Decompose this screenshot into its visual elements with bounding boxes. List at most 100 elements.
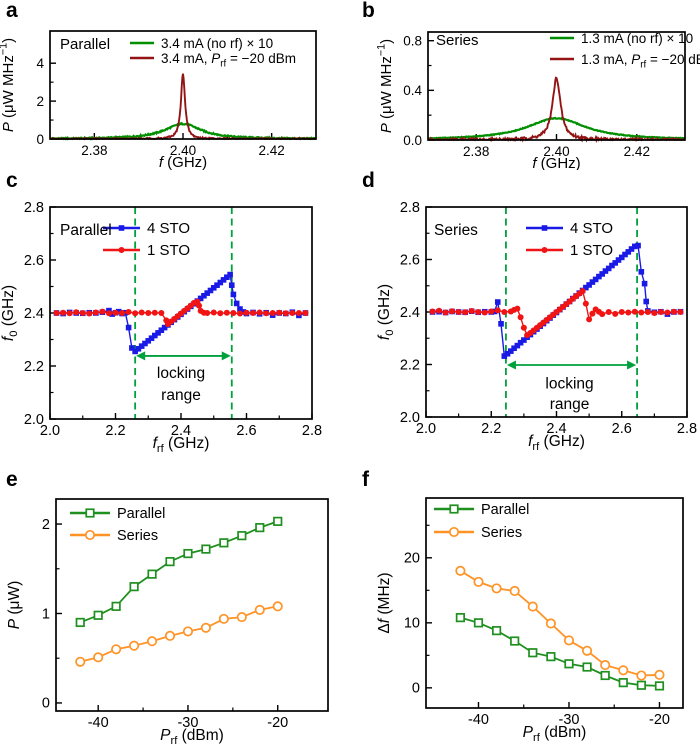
y-axis-label: Δf (MHz) [376, 572, 393, 633]
legend-label: 3.4 mA (no rf) × 10 [161, 36, 273, 51]
legend-label: 1.3 mA, Prf = −20 dBm [581, 52, 700, 70]
panel-f-chart: -40 -30 -20 0 10 20 Parallel Series Prf (dBm) Δf … [376, 497, 684, 744]
x-axis-label: f (GHz) [159, 154, 207, 170]
x-tick-label: -30 [558, 712, 579, 728]
y-tick-label: 2 [36, 94, 44, 109]
x-tick-label: -40 [468, 712, 489, 728]
x-axis-label: Prf (dBm) [523, 724, 587, 744]
y-tick-label: 2.8 [400, 200, 420, 216]
y-axis-label: f0 (GHz) [376, 284, 396, 340]
x-tick-label: -20 [267, 715, 288, 731]
y-tick-label: 1 [42, 606, 50, 622]
y-tick-label: 2.6 [24, 253, 44, 269]
x-tick-label: 2.38 [463, 144, 489, 159]
panel-f-plot: -40 -30 -20 0 10 20 Parallel Series Prf (dBm) Δf … [376, 497, 684, 744]
y-tick-label: 0 [412, 681, 420, 697]
locking-range-label: range [161, 387, 201, 404]
x-axis-label: frf (GHz) [528, 433, 585, 453]
panel-d-chart: 2.0 2.2 2.4 2.6 2.8 2.0 2.2 2.4 2.6 2.8 locking ran… [376, 200, 697, 453]
locking-range-label: range [550, 396, 590, 413]
y-tick-label: 2.6 [400, 252, 420, 268]
y-tick-label: 10 [404, 616, 420, 632]
axes-frame [49, 30, 317, 140]
y-tick-label: 4 [36, 56, 44, 71]
x-tick-label: 2.0 [416, 421, 436, 437]
panel-letter-d: d [362, 169, 375, 192]
y-tick-label: 0.4 [403, 83, 422, 98]
series-line [432, 244, 681, 358]
x-tick-label: 2.0 [40, 423, 60, 439]
panel-letter-c: c [6, 169, 18, 192]
series-line [50, 73, 316, 141]
y-tick-label: 2.0 [24, 412, 44, 428]
x-tick-label: -20 [649, 712, 670, 728]
panel-d: 2.0 2.2 2.4 2.6 2.8 2.0 2.2 2.4 2.6 2.8 locking ran… [350, 170, 700, 460]
locking-range-label: locking [157, 365, 205, 382]
legend-label: Series [481, 525, 522, 541]
y-axis-label: P (μW MHz−1) [376, 39, 395, 133]
x-axis-label: f (GHz) [532, 155, 580, 170]
panel-b-chart: 2.38 2.40 2.42 0.0 0.4 0.8 1.3 mA (no rf) × 10… [376, 31, 700, 170]
series-markers [53, 298, 309, 328]
panel-letter-b: b [362, 0, 375, 22]
panel-c-chart: 2.0 2.2 2.4 2.6 2.8 2.0 2.2 2.4 2.6 2.8 locking ran… [0, 200, 322, 455]
series-markers [75, 601, 283, 667]
panel-e-plot: -40 -30 -20 0 1 2 Parallel Series Prf (dBm) P (μW… [6, 498, 329, 747]
legend-label: Parallel [117, 506, 165, 522]
panel-annotation: Series [436, 32, 479, 49]
panel-letter-a: a [6, 0, 18, 22]
panel-c: 2.0 2.2 2.4 2.6 2.8 2.0 2.2 2.4 2.6 2.8 locking ran… [0, 170, 350, 460]
y-tick-label: 0 [36, 132, 44, 147]
series-markers [429, 288, 684, 339]
y-axis-label: P (μW MHz−1) [0, 38, 17, 132]
panel-a: 2.38 2.40 2.42 0 2 4 3.4 mA (no rf) × 10 3.4 mA… [0, 0, 350, 170]
panel-annotation: Parallel [60, 222, 112, 239]
legend-label: 3.4 mA, Prf = −20 dBm [161, 51, 296, 69]
x-tick-label: 2.4 [171, 423, 191, 439]
y-tick-label: 2.0 [400, 410, 420, 426]
panel-e: -40 -30 -20 0 1 2 Parallel Series Prf (dBm) P (μW… [0, 460, 350, 751]
panel-letter-e: e [6, 468, 18, 491]
x-axis-label: Prf (dBm) [160, 727, 224, 747]
x-tick-label: -40 [88, 715, 109, 731]
panel-f: -40 -30 -20 0 10 20 Parallel Series Prf (dBm) Δf … [350, 460, 700, 751]
series-line [79, 605, 278, 663]
panel-b-plot: 2.38 2.40 2.42 0.0 0.4 0.8 1.3 mA (no rf) × 10… [376, 31, 700, 170]
x-tick-label: 2.40 [543, 144, 569, 159]
legend-label: Parallel [481, 502, 529, 518]
y-tick-label: 2.2 [24, 359, 44, 375]
y-tick-label: 20 [404, 551, 420, 567]
series-line [79, 520, 278, 624]
panel-letter-f: f [362, 468, 369, 491]
series-markers [75, 516, 283, 628]
x-tick-label: 2.8 [302, 423, 322, 439]
panel-c-plot: 2.0 2.2 2.4 2.6 2.8 2.0 2.2 2.4 2.6 2.8 locking ran… [0, 200, 322, 455]
x-tick-label: 2.38 [81, 143, 107, 158]
y-axis-label: P (μW) [6, 581, 23, 630]
legend-label: 1 STO [570, 242, 613, 259]
panel-e-chart: -40 -30 -20 0 1 2 Parallel Series Prf (dBm) P (μW… [6, 498, 329, 747]
legend-label: 1 STO [147, 242, 190, 259]
axes-frame [55, 498, 329, 712]
x-axis-label: frf (GHz) [153, 435, 210, 455]
y-tick-label: 2.4 [400, 305, 420, 321]
series-markers [455, 565, 665, 681]
legend-label: Series [117, 528, 158, 544]
panel-a-chart: 2.38 2.40 2.42 0 2 4 3.4 mA (no rf) × 103.4 mA… [0, 30, 317, 170]
y-tick-label: 2.2 [400, 357, 420, 373]
axes-frame [425, 206, 688, 418]
series-line [428, 76, 686, 144]
x-tick-label: 2.6 [612, 421, 632, 437]
y-tick-label: 0.8 [403, 33, 422, 48]
x-tick-label: 2.42 [259, 143, 285, 158]
axes-frame [425, 497, 684, 709]
panel-annotation: Parallel [60, 36, 110, 53]
x-tick-label: -30 [177, 715, 198, 731]
legend-label: 4 STO [147, 220, 190, 237]
panel-annotation: Series [434, 222, 478, 239]
panel-b: 2.38 2.40 2.42 0.0 0.4 0.8 1.3 mA (no rf) × 10… [350, 0, 700, 170]
series-line [460, 616, 660, 687]
y-tick-label: 2.4 [24, 306, 44, 322]
x-tick-label: 2.6 [236, 423, 256, 439]
